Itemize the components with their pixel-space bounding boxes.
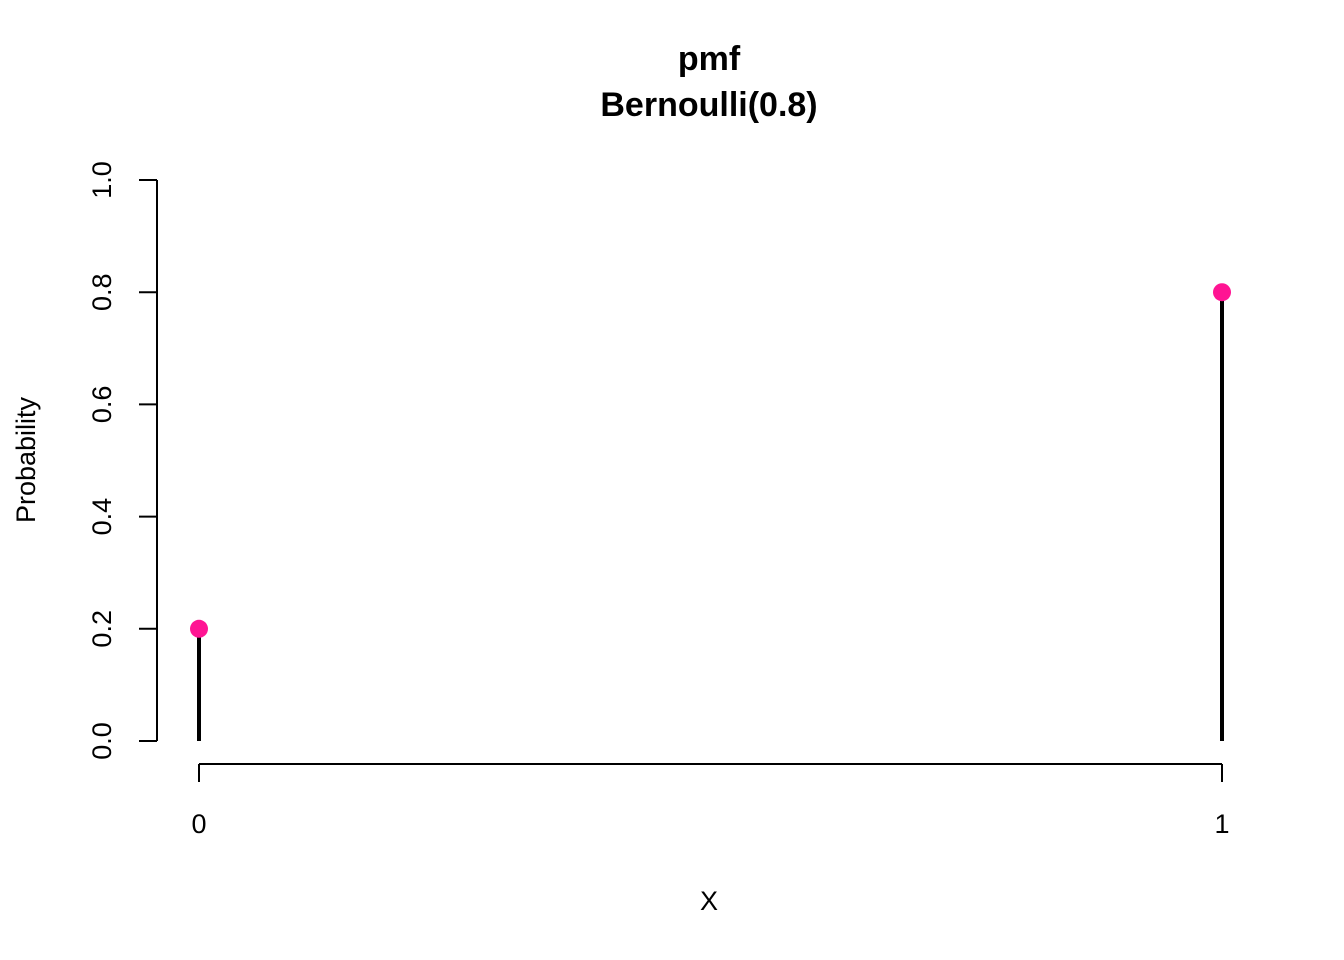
x-tick-label: 1 <box>1214 809 1229 839</box>
y-tick-label: 0.8 <box>87 273 117 311</box>
y-axis-label: Probability <box>11 396 41 523</box>
points <box>190 283 1231 638</box>
data-point <box>1213 283 1231 302</box>
y-tick-label: 0.2 <box>87 610 117 648</box>
stems <box>197 292 1224 741</box>
chart-title: pmf <box>678 40 741 78</box>
chart-subtitle: Bernoulli(0.8) <box>600 86 817 124</box>
y-tick-label: 0.4 <box>87 498 117 536</box>
y-tick-label: 1.0 <box>87 161 117 199</box>
y-tick-label: 0.0 <box>87 722 117 760</box>
x-axis-label: X <box>700 886 718 916</box>
data-point <box>190 619 208 638</box>
x-tick-label: 0 <box>191 809 206 839</box>
y-axis: 0.0 0.2 0.4 0.6 0.8 1.0 <box>87 161 158 760</box>
y-tick-label: 0.6 <box>87 386 117 424</box>
